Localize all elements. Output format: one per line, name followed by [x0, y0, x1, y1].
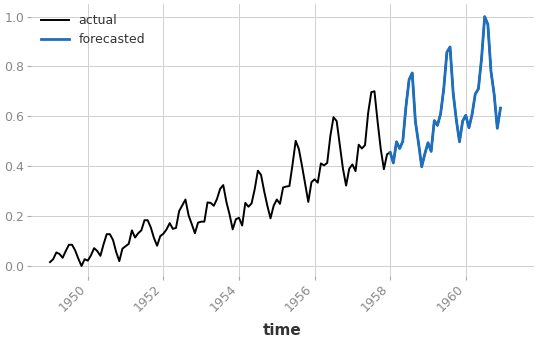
X-axis label: time: time	[263, 323, 302, 338]
forecasted	[453, 118, 459, 122]
forecasted	[431, 119, 437, 123]
forecasted	[475, 87, 482, 91]
forecasted	[463, 113, 469, 117]
actual	[79, 264, 85, 268]
forecasted	[387, 150, 393, 154]
Line: forecasted: forecasted	[390, 17, 500, 167]
actual	[412, 119, 419, 123]
forecasted	[409, 71, 415, 75]
forecasted	[497, 106, 504, 110]
actual	[188, 222, 195, 226]
forecasted	[393, 140, 400, 144]
forecasted	[456, 140, 463, 144]
forecasted	[441, 87, 447, 91]
forecasted	[488, 69, 494, 74]
forecasted	[485, 22, 491, 26]
forecasted	[434, 123, 441, 128]
forecasted	[466, 126, 472, 130]
forecasted	[412, 119, 419, 123]
forecasted	[419, 165, 425, 169]
forecasted	[390, 161, 397, 165]
forecasted	[397, 146, 403, 150]
actual	[497, 106, 504, 110]
forecasted	[447, 45, 454, 49]
forecasted	[459, 119, 466, 123]
forecasted	[482, 15, 488, 19]
forecasted	[469, 112, 476, 116]
forecasted	[494, 126, 500, 130]
actual	[419, 165, 425, 169]
forecasted	[491, 92, 497, 96]
forecasted	[422, 152, 428, 156]
actual	[47, 260, 53, 264]
forecasted	[478, 56, 485, 61]
forecasted	[450, 91, 456, 95]
Legend: actual, forecasted: actual, forecasted	[37, 10, 149, 50]
forecasted	[472, 92, 478, 96]
actual	[482, 15, 488, 19]
forecasted	[406, 78, 412, 82]
actual	[371, 89, 378, 93]
Line: actual: actual	[50, 17, 500, 266]
forecasted	[444, 50, 450, 54]
forecasted	[428, 149, 434, 154]
actual	[116, 259, 123, 263]
forecasted	[437, 112, 444, 116]
forecasted	[400, 139, 406, 143]
forecasted	[403, 105, 409, 109]
forecasted	[415, 141, 422, 145]
forecasted	[425, 141, 431, 145]
actual	[81, 257, 88, 261]
